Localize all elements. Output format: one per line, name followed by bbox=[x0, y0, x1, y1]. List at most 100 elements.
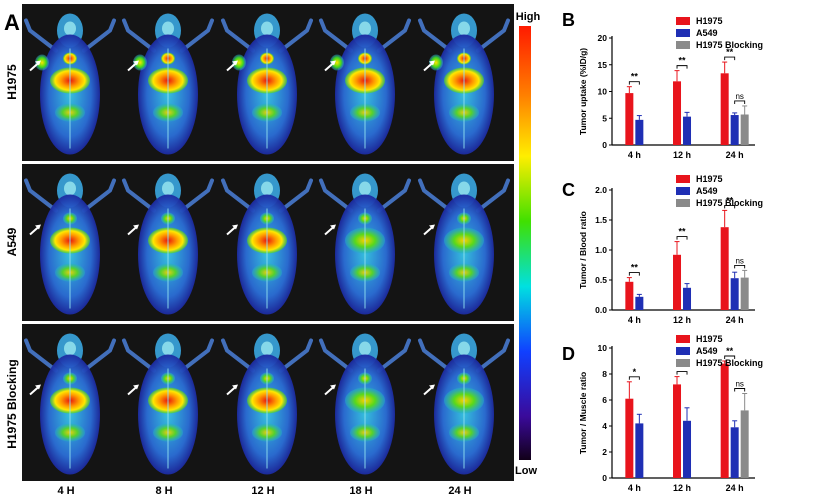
significance-label: ** bbox=[726, 346, 734, 356]
chart-c-tumor-blood-ratio: C 0.0 0.5 1.0 1.5 2.0 Tumor / Blood ratio 4 h 12… bbox=[562, 174, 763, 325]
time-label-12h: 12 H bbox=[251, 485, 274, 497]
pet-mouse-image bbox=[24, 13, 116, 155]
legend-label: H1975 Blocking bbox=[696, 198, 763, 208]
legend-label: A549 bbox=[696, 28, 718, 38]
significance-label: ** bbox=[726, 195, 734, 205]
legend-swatch bbox=[676, 175, 690, 183]
pet-mouse-image bbox=[221, 333, 313, 475]
legend-label: H1975 Blocking bbox=[696, 40, 763, 50]
pet-mouse-image bbox=[221, 173, 313, 315]
legend-swatch bbox=[676, 359, 690, 367]
significance-bracket bbox=[676, 65, 688, 69]
significance-bracket bbox=[724, 355, 736, 359]
significance-bracket bbox=[734, 264, 746, 269]
colorbar bbox=[519, 26, 531, 460]
legend-swatch bbox=[676, 29, 690, 37]
chart-b-tumor-uptake: B 0 5 10 15 20 Tumor uptake (%ID/g) 4 h 12 h 24 h… bbox=[562, 10, 763, 160]
y-tick-label: 4 bbox=[602, 421, 607, 431]
significance-bracket bbox=[628, 376, 640, 380]
y-tick-label: 2.0 bbox=[595, 185, 607, 195]
pet-mouse-image bbox=[319, 13, 411, 155]
time-label-24h: 24 H bbox=[448, 485, 471, 497]
legend-label: H1975 bbox=[696, 174, 723, 184]
y-tick-label: 0.5 bbox=[595, 275, 607, 285]
y-tick-label: 0 bbox=[602, 140, 607, 150]
bar-h1975 bbox=[673, 81, 682, 145]
bar-h1975 bbox=[673, 254, 682, 310]
panel-letter-c: C bbox=[562, 180, 575, 200]
bar-h1975 bbox=[625, 93, 634, 145]
pet-mouse-image bbox=[24, 173, 116, 315]
pet-mouse-image bbox=[24, 333, 116, 475]
pet-image-panel: A High Low H1975 A549 H1975 Blocking 4 H… bbox=[4, 4, 540, 497]
significance-label: ** bbox=[631, 263, 639, 273]
y-tick-label: 8 bbox=[602, 369, 607, 379]
y-tick-label: 0.0 bbox=[595, 305, 607, 315]
significance-label: ** bbox=[631, 72, 639, 82]
significance-bracket bbox=[734, 388, 746, 392]
x-tick-label: 24 h bbox=[726, 483, 744, 493]
y-tick-label: 20 bbox=[598, 33, 608, 43]
y-tick-label: 10 bbox=[598, 343, 608, 353]
y-tick-label: 15 bbox=[598, 60, 608, 70]
pet-mouse-image bbox=[319, 173, 411, 315]
y-tick-label: 0 bbox=[602, 473, 607, 483]
bar-a549 bbox=[683, 287, 692, 310]
pet-mouse-image bbox=[122, 173, 214, 315]
y-axis-label: Tumor / Muscle ratio bbox=[578, 372, 588, 455]
pet-mouse-image bbox=[122, 333, 214, 475]
bar-h1975-blocking bbox=[740, 277, 749, 310]
x-tick-label: 24 h bbox=[726, 150, 744, 160]
pet-mouse-image bbox=[122, 13, 214, 155]
legend-label: H1975 bbox=[696, 16, 723, 26]
legend-swatch bbox=[676, 41, 690, 49]
significance-bracket bbox=[676, 371, 688, 375]
bar-a549 bbox=[730, 115, 739, 145]
x-tick-label: 12 h bbox=[673, 150, 691, 160]
legend-label: A549 bbox=[696, 346, 718, 356]
legend-swatch bbox=[676, 199, 690, 207]
bar-a549 bbox=[683, 116, 692, 145]
bar-a549 bbox=[635, 423, 644, 478]
y-tick-label: 10 bbox=[598, 87, 608, 97]
pet-mouse-image bbox=[221, 13, 313, 155]
pet-mouse-image bbox=[418, 333, 510, 475]
significance-bracket bbox=[724, 56, 736, 61]
legend-label: H1975 Blocking bbox=[696, 358, 763, 368]
bar-h1975 bbox=[720, 227, 729, 310]
legend-swatch bbox=[676, 187, 690, 195]
significance-bracket bbox=[628, 272, 640, 276]
time-label-8h: 8 H bbox=[155, 485, 172, 497]
bar-h1975 bbox=[625, 398, 634, 478]
y-tick-label: 2 bbox=[602, 447, 607, 457]
bar-h1975 bbox=[673, 384, 682, 478]
bar-h1975 bbox=[720, 363, 729, 478]
legend-swatch bbox=[676, 17, 690, 25]
panel-letter-a: A bbox=[4, 10, 20, 35]
pet-mouse-image bbox=[418, 173, 510, 315]
y-tick-label: 6 bbox=[602, 395, 607, 405]
bar-a549 bbox=[730, 278, 739, 310]
pet-mouse-image bbox=[418, 13, 510, 155]
chart-d-tumor-muscle-ratio: D 0 2 4 6 8 10 Tumor / Muscle ratio 4 h 12 h 24 h *… bbox=[562, 334, 763, 493]
x-tick-label: 12 h bbox=[673, 315, 691, 325]
x-tick-label: 24 h bbox=[726, 315, 744, 325]
significance-bracket bbox=[676, 236, 688, 240]
pet-mouse-image bbox=[319, 333, 411, 475]
bar-h1975-blocking bbox=[740, 114, 749, 145]
colorbar-low-label: Low bbox=[515, 465, 537, 477]
y-tick-label: 1.0 bbox=[595, 245, 607, 255]
time-label-18h: 18 H bbox=[349, 485, 372, 497]
x-tick-label: 4 h bbox=[628, 315, 641, 325]
significance-bracket bbox=[628, 81, 640, 85]
significance-label: ** bbox=[679, 56, 687, 66]
bar-a549 bbox=[635, 119, 644, 145]
bar-h1975 bbox=[720, 73, 729, 145]
bar-a549 bbox=[683, 420, 692, 478]
row-label-h1975: H1975 bbox=[5, 64, 19, 100]
y-tick-label: 5 bbox=[602, 113, 607, 123]
time-label-4h: 4 H bbox=[57, 485, 74, 497]
panel-letter-d: D bbox=[562, 344, 575, 364]
bar-h1975-blocking bbox=[740, 410, 749, 478]
legend-swatch bbox=[676, 347, 690, 355]
